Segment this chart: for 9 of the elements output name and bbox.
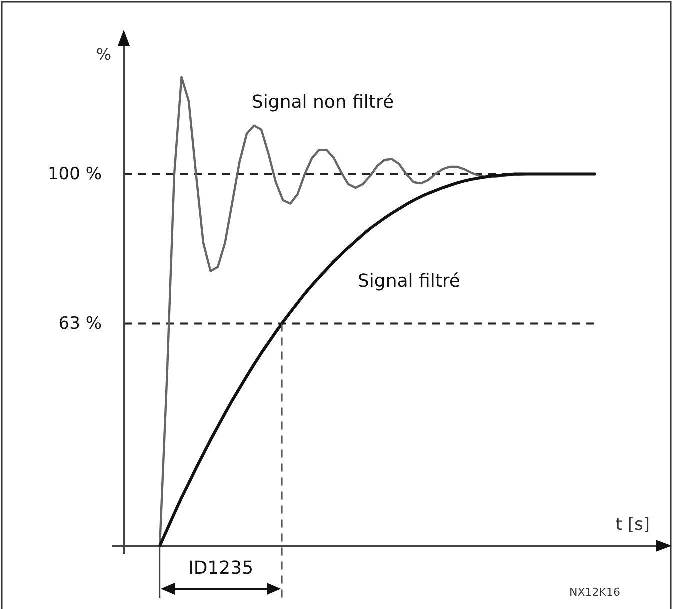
x-axis-title: t [s]	[616, 515, 650, 535]
series-label: Signal non filtré	[252, 92, 394, 113]
text: NX12K16	[570, 586, 620, 599]
text: ID1235	[188, 558, 254, 579]
series-label: Signal filtré	[358, 271, 460, 292]
y-tick-label: 100 %	[48, 164, 102, 185]
y-tick-label: 63 %	[58, 314, 102, 334]
y-axis-title: %	[96, 45, 112, 64]
line-series	[158, 172, 596, 548]
